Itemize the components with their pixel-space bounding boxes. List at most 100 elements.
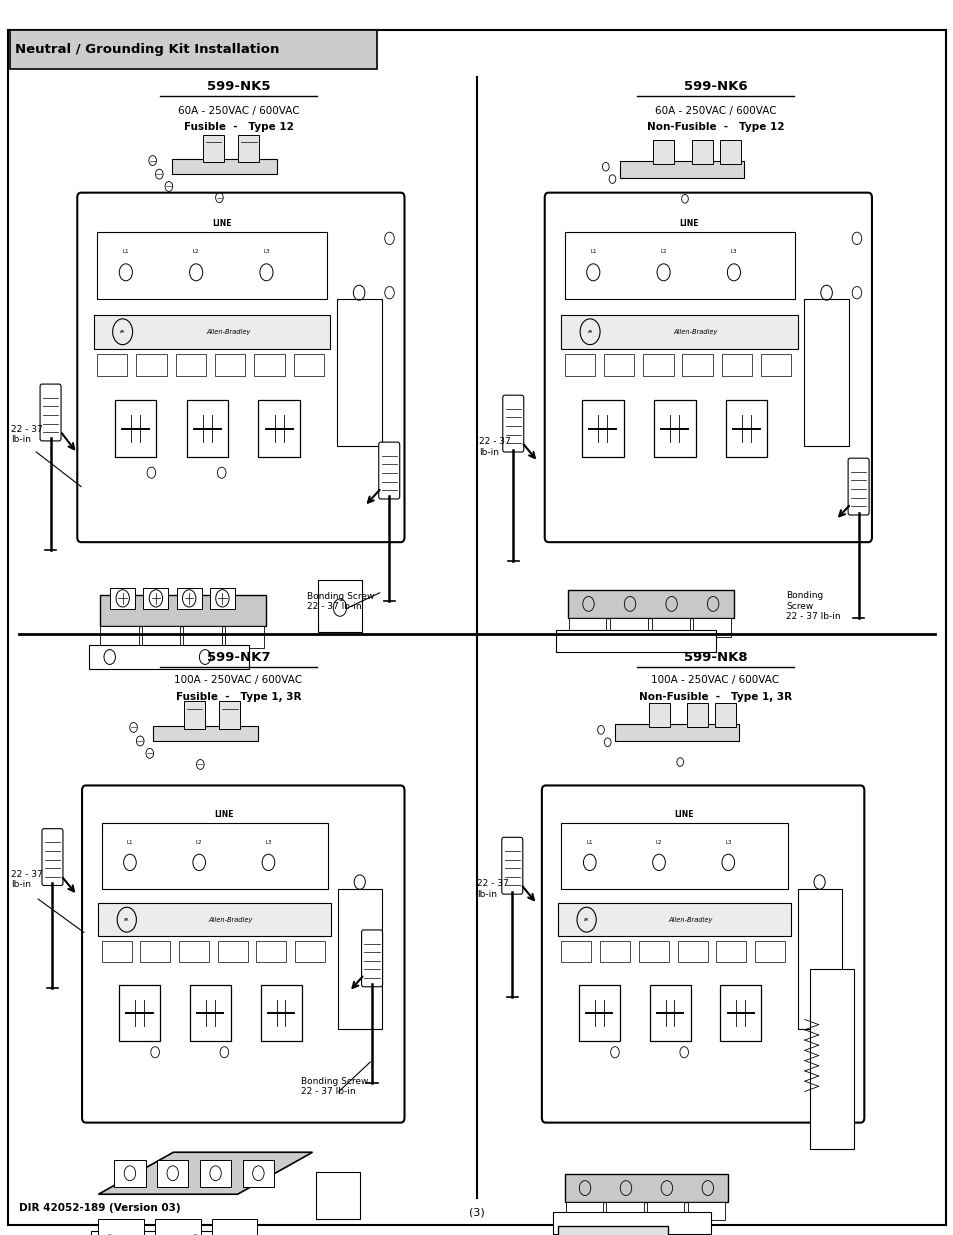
Text: L1: L1: [586, 840, 593, 845]
Text: L3: L3: [730, 249, 737, 254]
Bar: [140, 941, 170, 962]
Bar: [560, 941, 591, 962]
Bar: [639, 941, 668, 962]
Text: Bonding
Screw
22 - 37 lb-in: Bonding Screw 22 - 37 lb-in: [785, 592, 840, 621]
Bar: [212, 1219, 257, 1235]
Text: L2: L2: [659, 249, 666, 254]
Bar: [681, 354, 712, 375]
Bar: [693, 618, 730, 637]
Bar: [642, 354, 673, 375]
Text: AR: AR: [583, 918, 589, 921]
Bar: [89, 645, 248, 669]
FancyBboxPatch shape: [82, 785, 404, 1123]
Bar: [564, 354, 595, 375]
Bar: [157, 1160, 189, 1187]
FancyBboxPatch shape: [544, 193, 871, 542]
Bar: [337, 889, 381, 1029]
Bar: [238, 135, 259, 162]
Bar: [720, 140, 740, 164]
Bar: [317, 580, 362, 632]
Bar: [603, 354, 634, 375]
Bar: [203, 135, 224, 162]
Bar: [210, 588, 234, 609]
Bar: [556, 630, 715, 652]
FancyBboxPatch shape: [40, 384, 61, 441]
Bar: [720, 986, 760, 1041]
Text: 599-NK5: 599-NK5: [207, 80, 270, 93]
Bar: [100, 595, 266, 626]
Bar: [610, 618, 647, 637]
Bar: [190, 986, 231, 1041]
Bar: [809, 968, 853, 1149]
Text: 60A - 250VAC / 600VAC: 60A - 250VAC / 600VAC: [654, 106, 776, 116]
Bar: [725, 400, 766, 457]
Text: L3: L3: [724, 840, 731, 845]
Bar: [93, 315, 330, 348]
Bar: [653, 140, 674, 164]
Text: Bonding Screw
22 - 37 lb-in: Bonding Screw 22 - 37 lb-in: [300, 1077, 368, 1097]
Bar: [294, 354, 324, 375]
FancyBboxPatch shape: [502, 395, 523, 452]
Bar: [111, 588, 135, 609]
Bar: [568, 618, 606, 637]
Text: DIR 42052-189 (Version 03): DIR 42052-189 (Version 03): [19, 1203, 180, 1213]
Bar: [172, 159, 276, 174]
Text: Allen-Bradley: Allen-Bradley: [206, 329, 250, 335]
Bar: [256, 941, 286, 962]
Bar: [686, 703, 707, 727]
FancyBboxPatch shape: [847, 458, 868, 515]
Bar: [114, 1160, 146, 1187]
FancyBboxPatch shape: [77, 193, 404, 542]
Bar: [581, 400, 623, 457]
Bar: [606, 1202, 643, 1220]
Text: Allen-Bradley: Allen-Bradley: [209, 916, 253, 923]
FancyBboxPatch shape: [42, 829, 63, 885]
Bar: [184, 701, 205, 729]
Bar: [649, 986, 690, 1041]
FancyBboxPatch shape: [361, 930, 382, 987]
Bar: [797, 889, 841, 1029]
Bar: [155, 1219, 200, 1235]
FancyBboxPatch shape: [541, 785, 863, 1123]
Bar: [219, 701, 240, 729]
Text: 599-NK7: 599-NK7: [207, 651, 270, 663]
Text: 22 - 37
lb-in: 22 - 37 lb-in: [478, 437, 510, 457]
Bar: [225, 626, 263, 648]
Text: AR: AR: [120, 330, 125, 333]
Bar: [715, 703, 736, 727]
Bar: [97, 354, 128, 375]
Text: L3: L3: [263, 249, 270, 254]
Text: L1: L1: [122, 249, 129, 254]
Text: AR: AR: [587, 330, 592, 333]
Text: Non-Fusible  -   Type 1, 3R: Non-Fusible - Type 1, 3R: [639, 692, 791, 701]
Bar: [760, 354, 791, 375]
Text: Allen-Bradley: Allen-Bradley: [668, 916, 712, 923]
Bar: [260, 986, 301, 1041]
Bar: [651, 618, 689, 637]
Bar: [599, 941, 629, 962]
Bar: [152, 726, 257, 741]
Bar: [142, 626, 180, 648]
Bar: [654, 400, 695, 457]
Bar: [97, 232, 327, 300]
Text: AR: AR: [124, 918, 130, 921]
Bar: [754, 941, 784, 962]
FancyBboxPatch shape: [501, 837, 522, 894]
Bar: [143, 588, 169, 609]
Text: Allen-Bradley: Allen-Bradley: [673, 329, 717, 335]
Bar: [217, 941, 248, 962]
Bar: [98, 1219, 144, 1235]
Bar: [578, 986, 619, 1041]
Bar: [100, 626, 139, 648]
Bar: [565, 1202, 602, 1220]
Bar: [691, 140, 712, 164]
Text: LINE: LINE: [214, 810, 233, 820]
Text: L3: L3: [265, 840, 272, 845]
Bar: [98, 903, 331, 936]
Bar: [648, 703, 669, 727]
Bar: [336, 300, 381, 446]
Bar: [721, 354, 751, 375]
Text: LINE: LINE: [674, 810, 693, 820]
Bar: [567, 590, 733, 618]
Bar: [136, 354, 167, 375]
